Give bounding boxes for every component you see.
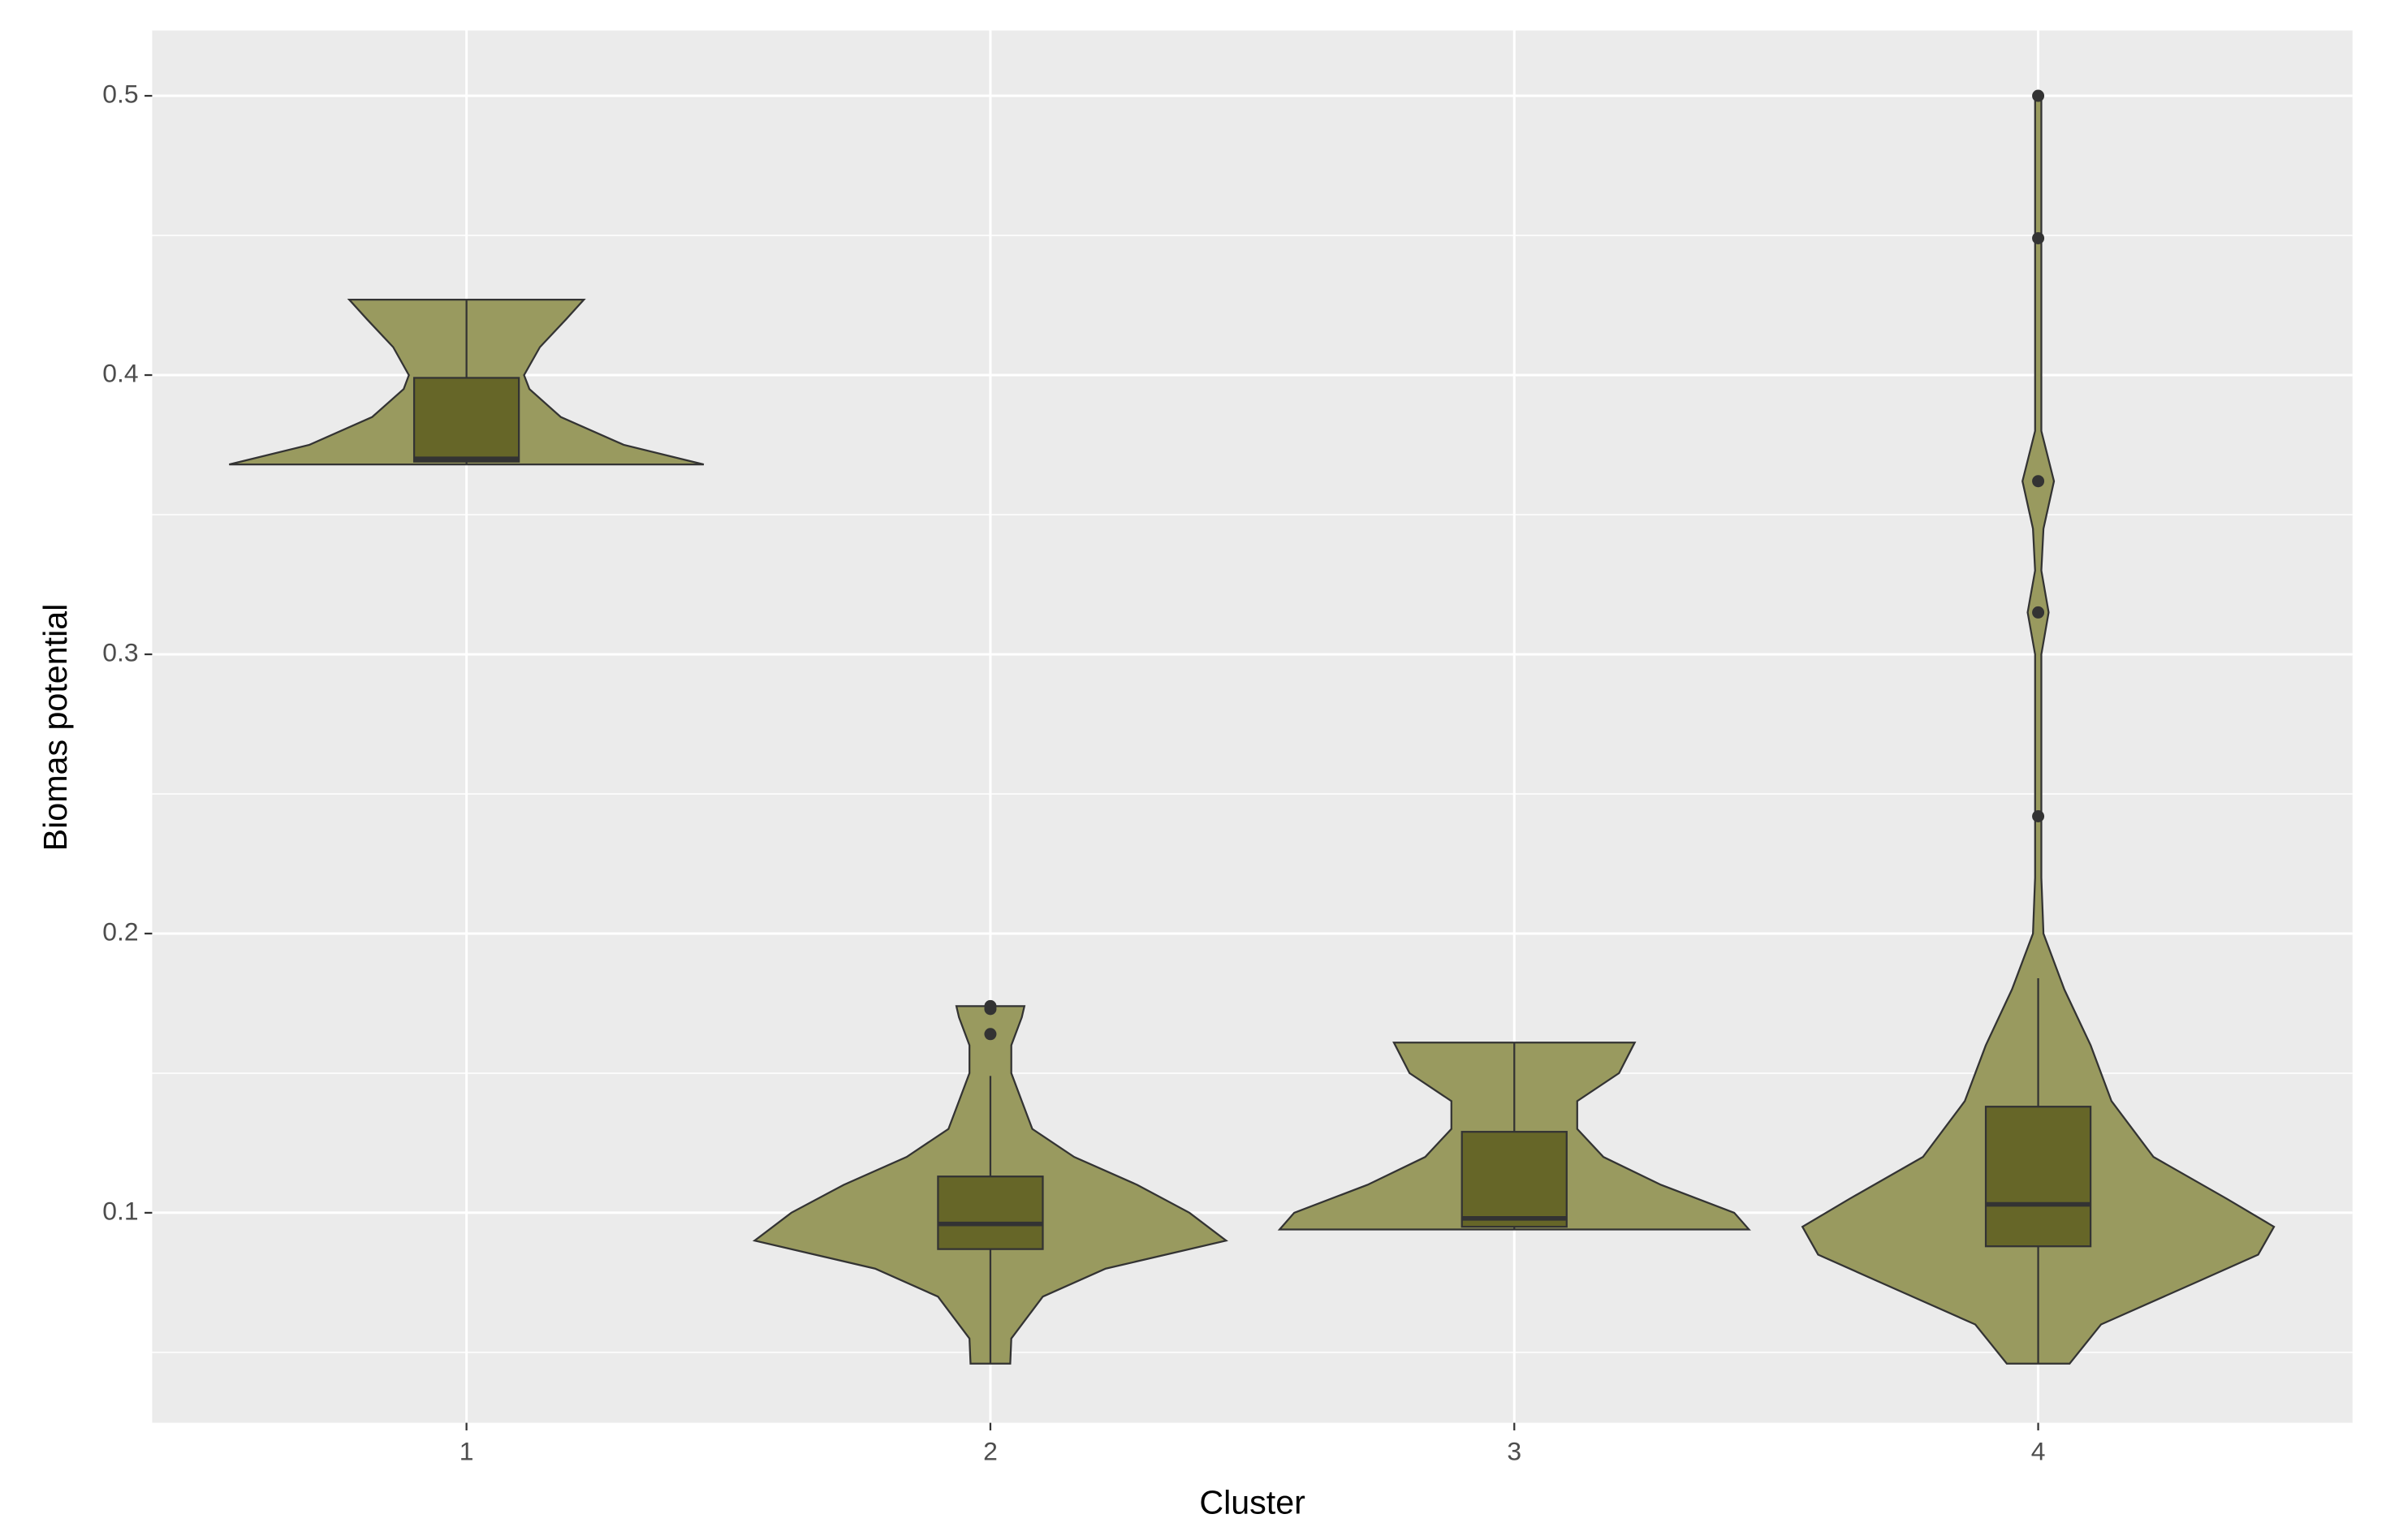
x-axis-title: Cluster [1199,1484,1305,1521]
outlier [2032,809,2045,822]
outlier [2032,231,2045,244]
y-tick-label: 0.2 [102,917,138,946]
y-axis-title: Biomas potential [37,604,74,852]
box [412,377,520,463]
outlier [2032,475,2045,488]
box [937,1175,1044,1250]
box [1984,1106,2092,1248]
x-tick-label: 1 [460,1437,474,1466]
x-tick-label: 2 [983,1437,998,1466]
y-tick-label: 0.5 [102,79,138,108]
x-tick-label: 3 [1507,1437,1521,1466]
outlier [2032,606,2045,619]
x-tick-label: 4 [2031,1437,2046,1466]
y-tick-label: 0.3 [102,637,138,666]
y-tick-label: 0.1 [102,1196,138,1225]
outlier [2032,89,2045,102]
outlier [984,999,997,1012]
y-tick-label: 0.4 [102,358,138,387]
box [1461,1131,1568,1228]
outlier [984,1028,997,1041]
